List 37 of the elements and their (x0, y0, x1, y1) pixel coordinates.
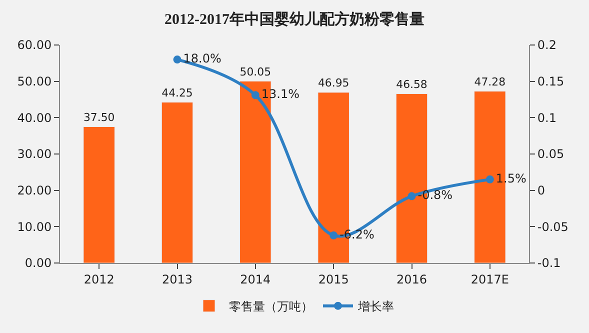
y-tick-label: 60.00 (17, 38, 52, 52)
x-tick-label: 2013 (162, 272, 193, 286)
data-label: 50.05 (240, 65, 272, 78)
x-tick-label: 2016 (396, 272, 428, 286)
y-tick-label: 20.00 (17, 184, 52, 198)
x-tick-label: 2015 (318, 272, 349, 286)
data-label: 46.95 (318, 76, 350, 90)
y2-tick-label: 0.1 (537, 110, 556, 125)
bar (161, 102, 194, 263)
x-tick-label: 2014 (240, 272, 271, 286)
y2-tick-label: 0 (537, 184, 546, 198)
chart-title: 2012-2017年中国婴幼儿配方奶粉零售量 (164, 10, 424, 28)
x-tick-label: 2012 (84, 272, 114, 286)
legend-label: 增长率 (357, 300, 394, 314)
data-label: 44.25 (162, 86, 193, 100)
bar (83, 126, 115, 263)
legend-label: 零售量（万吨） (229, 300, 313, 314)
y2-tick-label: -0.05 (537, 220, 568, 234)
data-label: 18.0% (183, 52, 222, 66)
x-tick-label: 2017E (470, 272, 509, 286)
data-label: 47.28 (474, 75, 506, 88)
y2-tick-label: 0.05 (537, 147, 564, 162)
point (173, 56, 182, 64)
y-tick-label: 0.00 (24, 256, 52, 270)
point (330, 231, 338, 240)
y-tick-label: 10.00 (17, 220, 52, 234)
point (408, 192, 416, 200)
y-tick-label: 50.00 (17, 74, 52, 89)
y-tick-label: 30.00 (17, 147, 52, 162)
point (251, 91, 260, 100)
point (486, 175, 494, 184)
y2-tick-label: 0.15 (537, 74, 564, 89)
y2-tick-label: -0.1 (537, 256, 561, 270)
data-label: 37.50 (83, 111, 115, 124)
data-label: 46.58 (396, 78, 428, 92)
y2-tick-label: 0.2 (537, 38, 556, 52)
y-tick-label: 40.00 (17, 110, 52, 125)
